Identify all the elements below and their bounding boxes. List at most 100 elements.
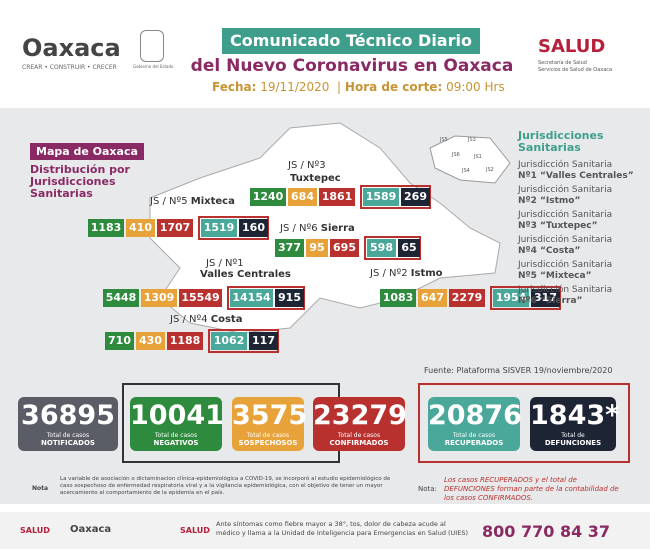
total-value: 36895 [21, 400, 115, 431]
legend-line: Jurisdicción Sanitaria [518, 185, 613, 195]
region-value: 1589 [363, 188, 399, 206]
inset-label: JS5 [440, 137, 448, 143]
note-text: Los casos RECUPERADOS y el total de DEFU… [444, 476, 619, 502]
legend-line: Jurisdicción Sanitaria [518, 235, 613, 245]
region-value: 1188 [167, 332, 203, 350]
total-label: CONFIRMADOS [329, 439, 389, 447]
legend-line: Jurisdicción Sanitaria [518, 260, 613, 270]
total-sub: Total de casos [452, 432, 496, 439]
title-1: Comunicado Técnico Diario [222, 28, 480, 54]
total-box: 1843* Total de DEFUNCIONES [530, 397, 620, 451]
source: Fuente: Plataforma SISVER 19/noviembre/2… [424, 366, 613, 375]
legend-line: Nº4 “Costa” [518, 246, 581, 256]
total-box: 3575 Total de casos SOSPECHOSOS [232, 397, 307, 451]
total-value: 23279 [313, 400, 407, 431]
inset-map [429, 135, 511, 184]
tagline: CREAR • CONSTRUIR • CRECER [22, 64, 117, 71]
total-label: NEGATIVOS [153, 439, 199, 447]
map-subtitle: Distribución por Jurisdicciones Sanitari… [30, 163, 130, 200]
region-value: 647 [418, 289, 447, 307]
region-label: JS / Nº4 Costa [170, 314, 242, 325]
region-value: 598 [367, 239, 396, 257]
map-shape [149, 122, 501, 334]
legend-line: Nº3 “Tuxtepec” [518, 221, 598, 231]
note-label: Nota [32, 485, 49, 492]
region-value: 430 [136, 332, 165, 350]
inset-label: JS6 [452, 152, 460, 158]
region-value: 915 [275, 289, 304, 307]
total-box: 20876 Total de casos RECUPERADOS [428, 397, 522, 451]
region-value: 377 [275, 239, 304, 257]
legend-line: Jurisdicción Sanitaria [518, 285, 613, 295]
date: 19/11/2020 [260, 80, 330, 94]
region-frame [198, 216, 269, 240]
region-label: JS / Nº3 [288, 160, 326, 171]
region-code: JS / Nº5 [150, 196, 188, 207]
legend-title: Jurisdicciones Sanitarias [518, 129, 604, 154]
region-value: 1707 [157, 219, 193, 237]
region-label: JS / Nº5 Mixteca [150, 196, 235, 207]
legend-line: Nº6 “Sierra” [518, 296, 583, 306]
total-label: NOTIFICADOS [41, 439, 95, 447]
region-label: JS / Nº1 [206, 258, 244, 269]
salud: SALUD [538, 36, 606, 57]
region-value: 1309 [141, 289, 177, 307]
legend-line: Jurisdicción Sanitaria [518, 160, 613, 170]
date-line: Fecha: 19/11/2020 | Hora de corte: 09:00… [212, 80, 505, 94]
region-name: Costa [210, 314, 243, 325]
region-name: Mixteca [190, 196, 235, 207]
total-label: DEFUNCIONES [544, 439, 602, 447]
region-value: 95 [306, 239, 328, 257]
gov: Gobierno del Estado [133, 64, 174, 69]
region-value: 1240 [250, 188, 286, 206]
region-code: JS / Nº1 [206, 258, 244, 269]
total-value: 20876 [428, 400, 522, 431]
region-name: Istmo [410, 268, 443, 279]
region-value: 410 [126, 219, 155, 237]
region-value: 160 [239, 219, 268, 237]
total-value: 1843* [530, 400, 620, 431]
total-value: 10041 [130, 400, 224, 431]
salud-sub: Secretaría de Salud [538, 60, 587, 66]
map-tag: Mapa de Oaxaca [30, 143, 144, 160]
region-value: 117 [249, 332, 278, 350]
region-value: 5448 [103, 289, 139, 307]
region-frame [208, 329, 279, 353]
inset-label: JS2 [486, 167, 494, 173]
region-value: 710 [105, 332, 134, 350]
region-code: JS / Nº6 [280, 223, 318, 234]
region-value: 1183 [88, 219, 124, 237]
region-value: 1954 [493, 289, 529, 307]
footer-logo: SALUD [180, 526, 210, 535]
region-value: 269 [401, 188, 430, 206]
note-label: Nota: [418, 485, 437, 493]
region-value: 1083 [380, 289, 416, 307]
region-code: JS / Nº4 [170, 314, 208, 325]
region-value: 695 [330, 239, 359, 257]
time: 09:00 Hrs [446, 80, 505, 94]
total-sub: Total de casos [246, 432, 290, 439]
title-2: del Nuevo Coronavirus en Oaxaca [190, 56, 514, 76]
legend-line: Jurisdicción Sanitaria [518, 210, 613, 220]
date-label: Fecha: [212, 80, 257, 94]
salud-sub: Servicios de Salud de Oaxaca [538, 67, 613, 73]
legend-line: Nº5 “Mixteca” [518, 271, 592, 281]
footer-logo: SALUD [20, 526, 50, 535]
region-name: Tuxtepec [290, 173, 341, 184]
total-sub: Total de casos [154, 432, 198, 439]
region-value: 15549 [179, 289, 222, 307]
phone[interactable]: 800 770 84 37 [482, 522, 611, 541]
total-box: 36895 Total de casos NOTIFICADOS [18, 397, 118, 451]
note-text: La variable de asociación o dictaminacio… [60, 476, 391, 496]
inset-label: JS1 [474, 154, 482, 160]
region-frame [490, 286, 561, 310]
region-label: JS / Nº6 Sierra [280, 223, 355, 234]
region-frame [360, 185, 431, 209]
region-value: 14154 [230, 289, 273, 307]
total-box: 10041 Total de casos NEGATIVOS [130, 397, 224, 451]
region-code: JS / Nº2 [370, 268, 408, 279]
legend-line: Nº2 “Istmo” [518, 196, 581, 206]
footer-message: Ante síntomas como fiebre mayor a 38°, t… [216, 520, 468, 537]
total-sub: Total de casos [337, 432, 381, 439]
